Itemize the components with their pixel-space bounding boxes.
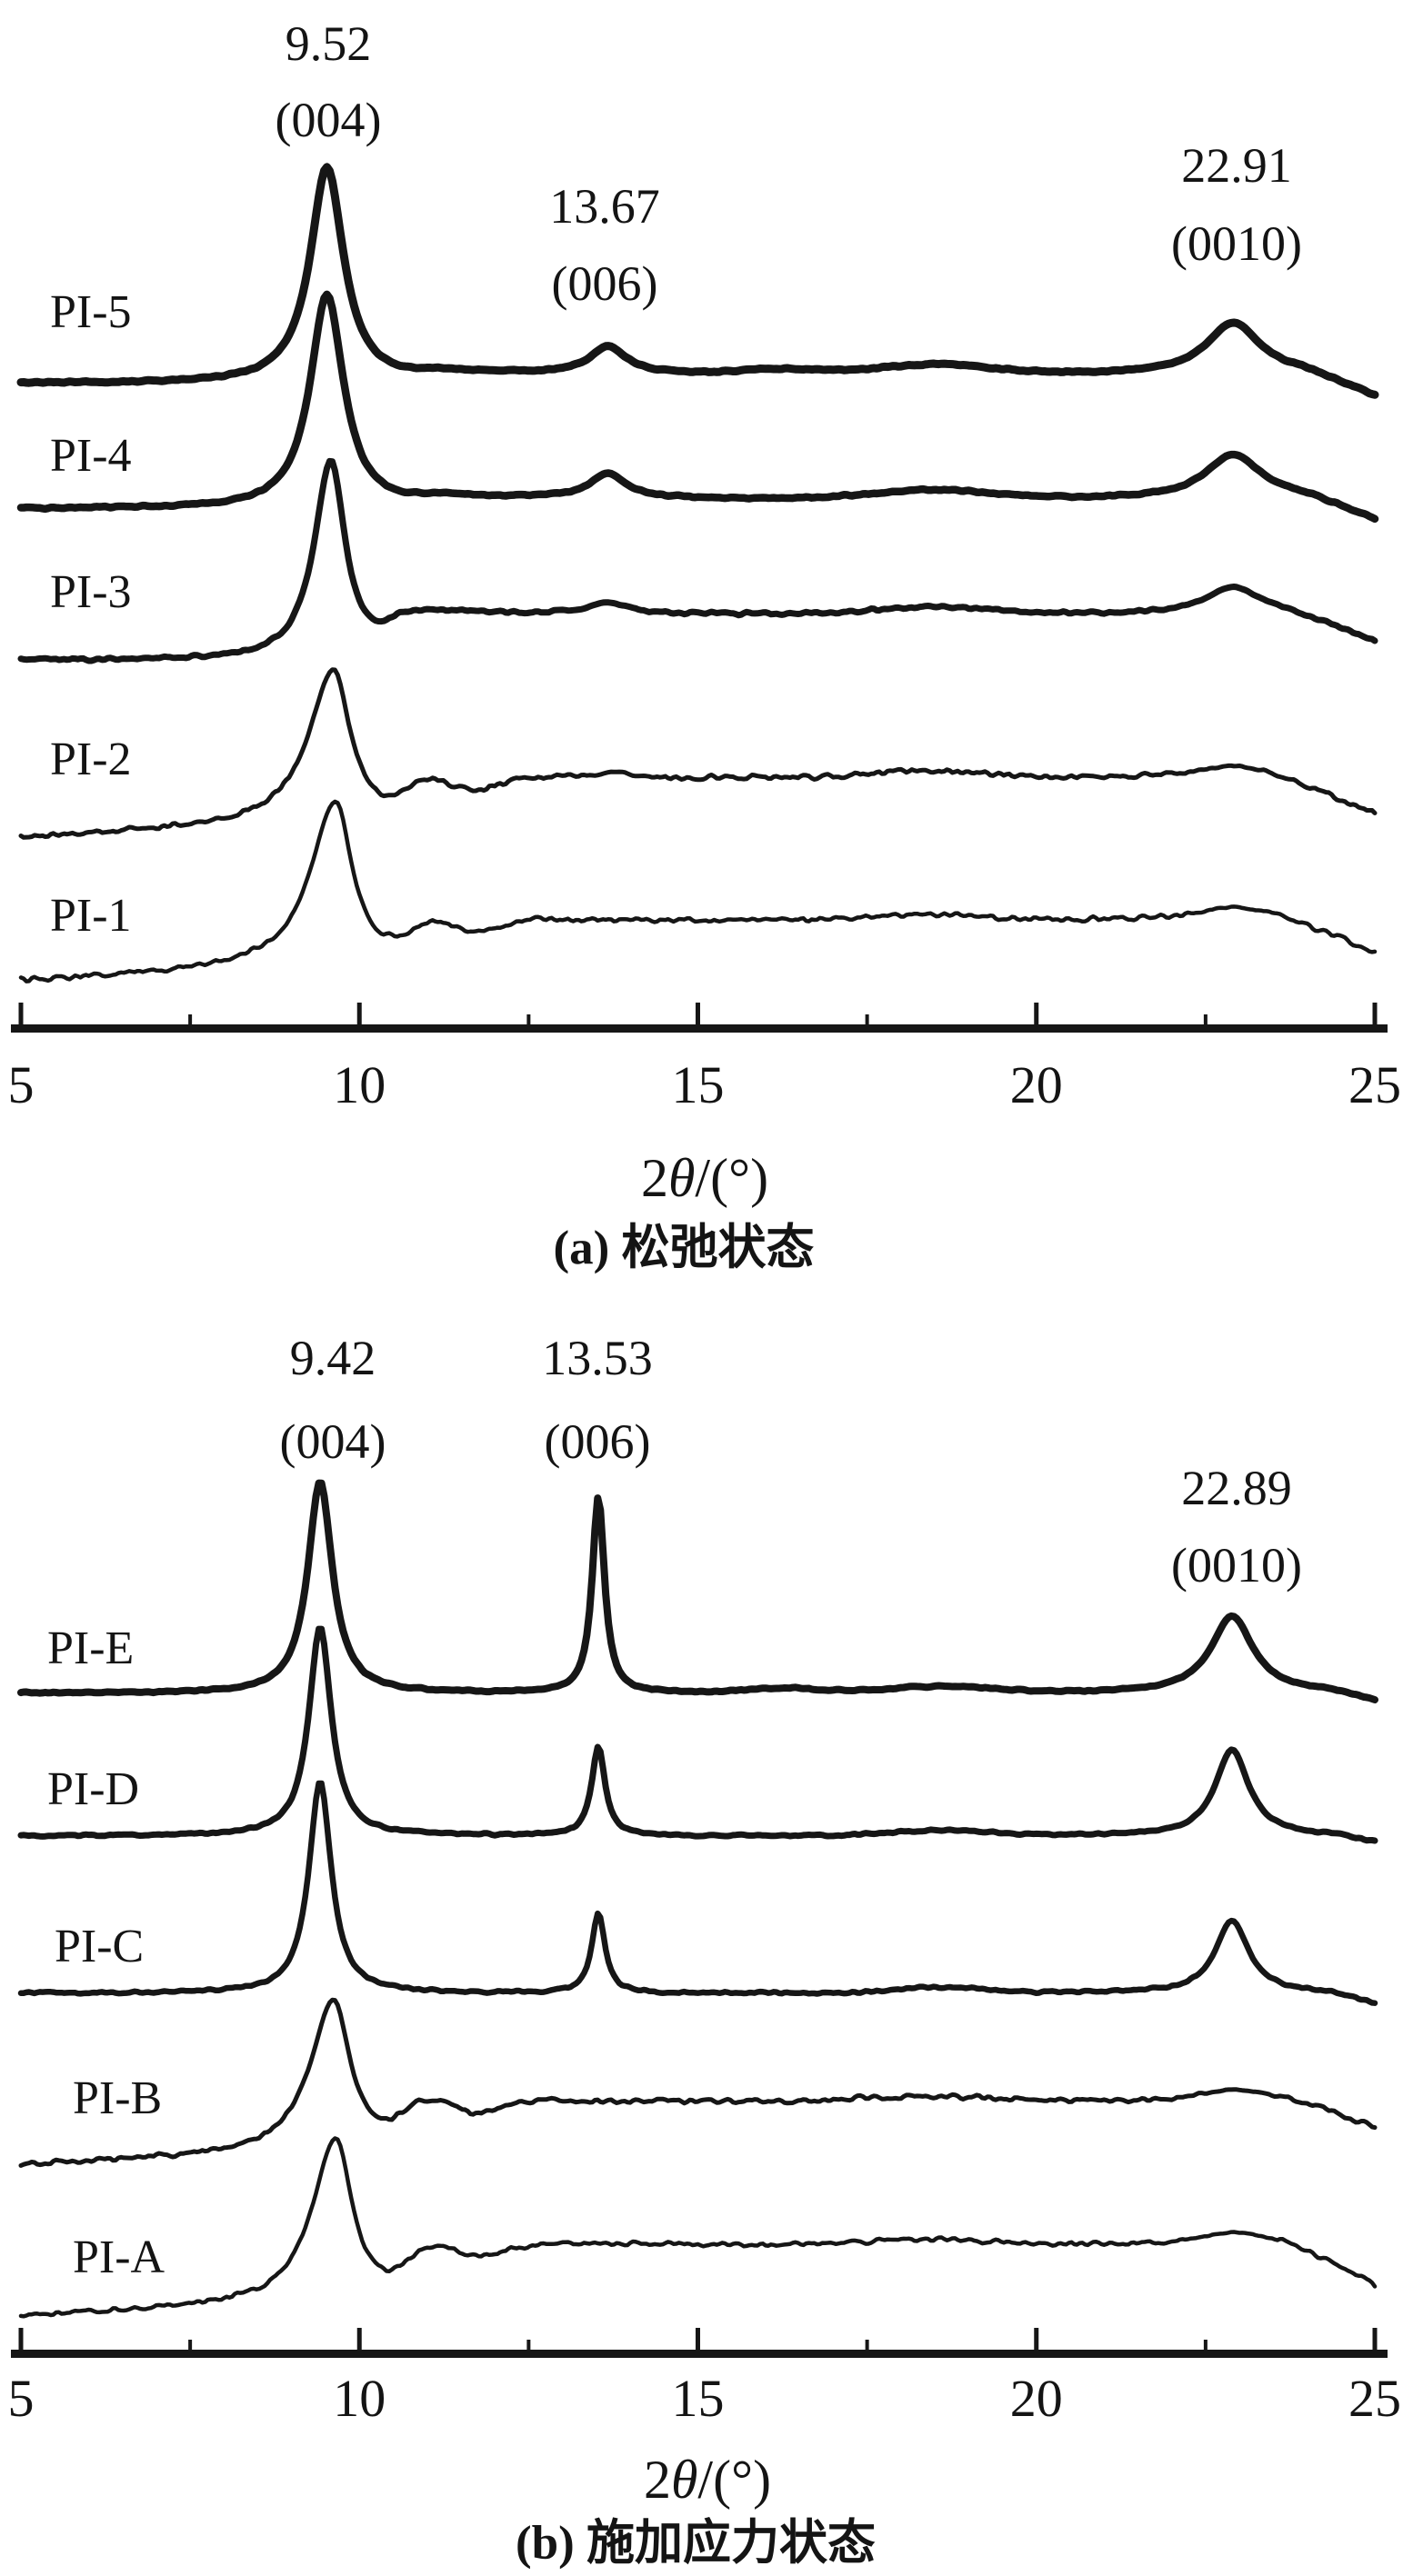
x-axis-title: 2θ/(°) xyxy=(641,1148,768,1208)
peak-annotation-value: 9.42 xyxy=(290,1331,376,1385)
x-axis-line xyxy=(11,1024,1388,1033)
curve-PI-D xyxy=(17,1625,1378,1844)
curve-PI-E xyxy=(17,1479,1378,1703)
panel-b: 5 10 15 20 25 2θ/(°) (b) 施加应力状态 9.42 (004) 13.53 (… xyxy=(8,1331,1402,2570)
peak-annotation-value: 22.91 xyxy=(1181,138,1292,193)
tick-label: 15 xyxy=(672,1055,725,1114)
panel-caption: (b) 施加应力状态 xyxy=(516,2516,876,2570)
curve-label-PI-D: PI-D xyxy=(47,1763,139,1815)
tick-label: 25 xyxy=(1348,2369,1401,2428)
curve-PI-3 xyxy=(17,457,1378,664)
peak-annotation-hkl: (006) xyxy=(552,256,658,311)
x-axis-title: 2θ/(°) xyxy=(644,2450,771,2510)
curve-PI-A xyxy=(18,2136,1378,2319)
curve-label-PI-3: PI-3 xyxy=(50,566,132,618)
peak-annotation-value: 13.67 xyxy=(549,179,660,234)
tick-label: 20 xyxy=(1010,2369,1063,2428)
curve-PI-1 xyxy=(18,799,1378,983)
curve-label-PI-C: PI-C xyxy=(55,1921,144,1972)
tick-label: 5 xyxy=(8,1055,35,1114)
panel-caption: (a) 松弛状态 xyxy=(553,1221,814,1274)
peak-annotation-hkl: (004) xyxy=(280,1414,386,1469)
curve-label-PI-E: PI-E xyxy=(47,1622,134,1674)
tick-label: 20 xyxy=(1010,1055,1063,1114)
tick-label: 10 xyxy=(333,2369,386,2428)
curve-PI-5 xyxy=(16,163,1379,399)
curve-label-PI-A: PI-A xyxy=(73,2232,165,2283)
curve-label-PI-4: PI-4 xyxy=(50,430,132,482)
curve-label-PI-5: PI-5 xyxy=(50,286,132,338)
tick-label: 25 xyxy=(1348,1055,1401,1114)
peak-annotation-hkl: (0010) xyxy=(1171,216,1302,271)
tick-label: 10 xyxy=(333,1055,386,1114)
tick-label: 15 xyxy=(672,2369,725,2428)
x-axis-line xyxy=(11,2350,1388,2358)
curve-PI-B xyxy=(18,1997,1378,2168)
curve-label-PI-1: PI-1 xyxy=(50,890,132,942)
curve-PI-2 xyxy=(18,667,1378,840)
peak-annotation-value: 13.53 xyxy=(542,1331,653,1385)
peak-annotation-value: 9.52 xyxy=(286,16,372,71)
curve-PI-C xyxy=(17,1780,1378,2006)
curve-label-PI-B: PI-B xyxy=(73,2072,162,2124)
panel-a: 5 10 15 20 25 2θ/(°) (a) 松弛状态 9.52 (004) 13.67 (00… xyxy=(8,16,1402,1274)
peak-annotation-hkl: (006) xyxy=(545,1414,651,1469)
curve-PI-4 xyxy=(16,290,1379,524)
peak-annotation-hkl: (004) xyxy=(276,93,382,147)
peak-annotation-value: 22.89 xyxy=(1181,1461,1292,1515)
tick-label: 5 xyxy=(8,2369,35,2428)
peak-annotation-hkl: (0010) xyxy=(1171,1538,1302,1593)
curve-label-PI-2: PI-2 xyxy=(50,734,132,785)
